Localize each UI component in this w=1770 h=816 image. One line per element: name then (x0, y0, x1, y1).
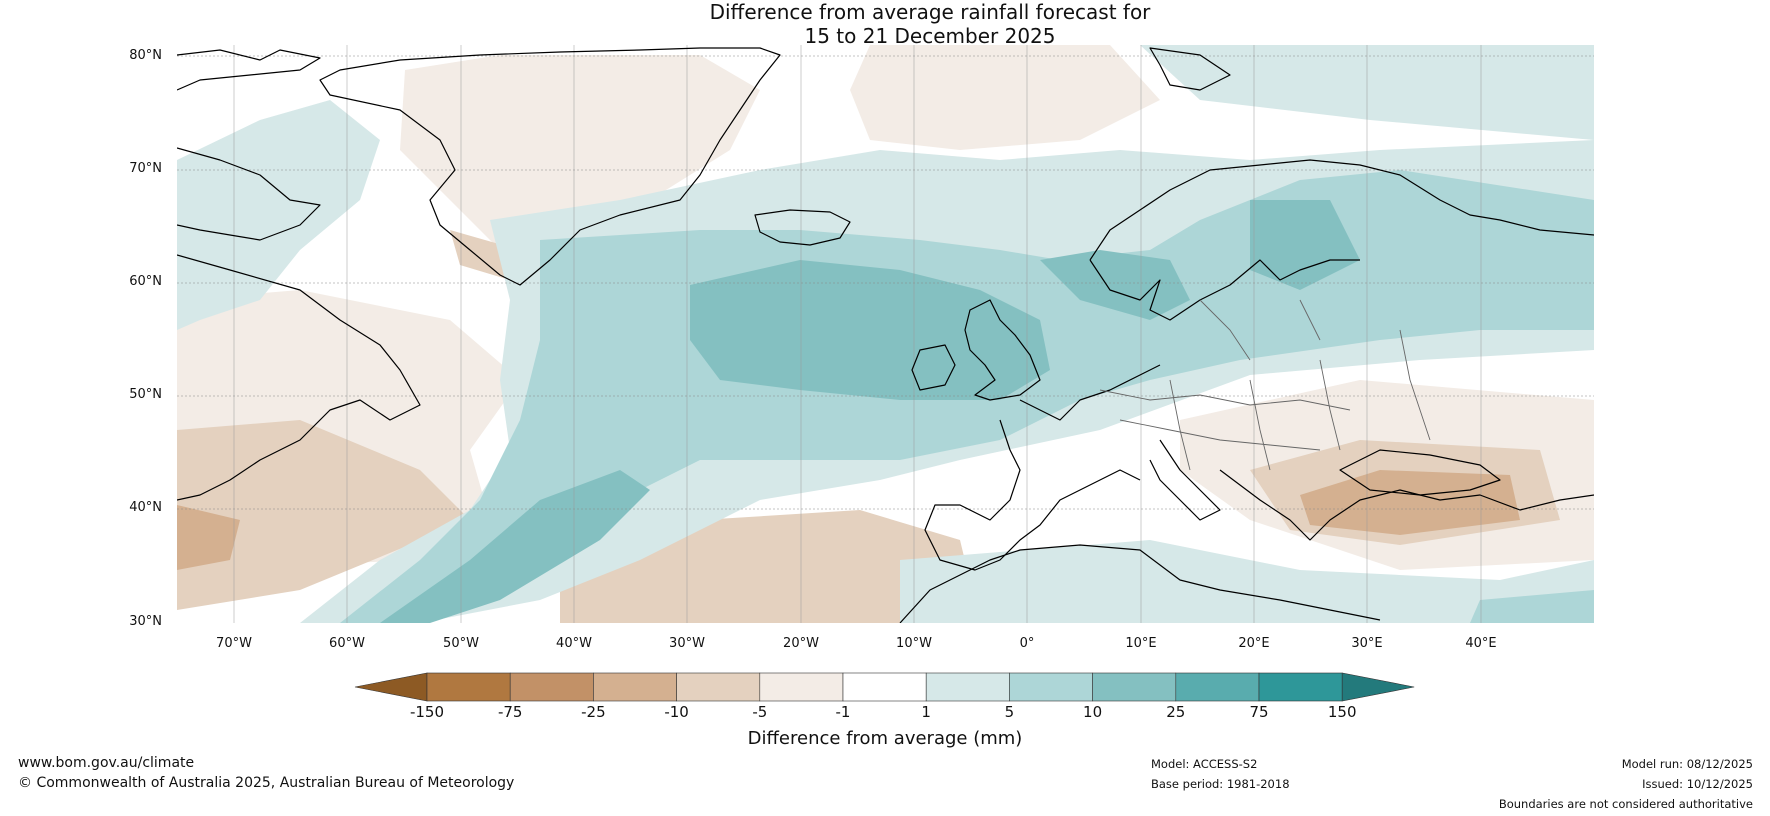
coastline-greenland (319, 47, 781, 286)
map-plot-area (177, 45, 1594, 623)
coastline-great-britain (964, 299, 1041, 401)
colorbar-tick-label: -1 (835, 703, 851, 721)
lon-label-50w: 50°W (443, 636, 479, 651)
dry-region-north-atlantic (850, 45, 1160, 150)
footer-model: Model: ACCESS-S2 (1151, 757, 1258, 771)
wet-region-atlantic-strong (690, 260, 1050, 400)
lon-label-20e: 20°E (1238, 636, 1270, 651)
lat-label-50n: 50°N (129, 387, 162, 402)
colorbar-swatch (509, 672, 594, 702)
lon-label-30e: 30°E (1351, 636, 1383, 651)
country-borders (1099, 299, 1431, 471)
graticule (177, 55, 1594, 510)
borders-central-europe (1099, 299, 1431, 471)
dry-region-sw-atlantic (177, 505, 240, 570)
dry-region-greenland (400, 55, 760, 250)
lon-label-40e: 40°E (1465, 636, 1497, 651)
coastline-italy-balkans (1149, 439, 1594, 541)
coastline-black-sea (1339, 449, 1501, 496)
colorbar-tick-label: 75 (1249, 703, 1269, 721)
colorbar-label: Difference from average (mm) (747, 728, 1023, 749)
lon-label-70w: 70°W (216, 636, 252, 651)
lat-label-70n: 70°N (129, 161, 162, 176)
colorbar-tick-label: -10 (664, 703, 689, 721)
coastline-north-africa (899, 544, 1381, 623)
coastline-western-europe (924, 364, 1161, 571)
colorbar-swatch (842, 672, 927, 702)
lat-label-80n: 80°N (129, 48, 162, 63)
coastline-baffin (177, 147, 321, 241)
lon-label-10e: 10°E (1125, 636, 1157, 651)
lon-label-40w: 40°W (556, 636, 592, 651)
lon-label-60w: 60°W (329, 636, 365, 651)
wet-region-labrador (177, 100, 380, 330)
colorbar-swatch (1175, 672, 1260, 702)
footer-issued: Issued: 10/12/2025 (1642, 777, 1753, 791)
colorbar-tick-label: 1 (921, 703, 931, 721)
colorbar-tick-label: 10 (1083, 703, 1103, 721)
footer-disclaimer: Boundaries are not considered authoritat… (1498, 797, 1753, 811)
wet-region-subtropic-band (380, 470, 650, 623)
lat-label-30n: 30°N (129, 614, 162, 629)
footer-copyright: © Commonwealth of Australia 2025, Austra… (18, 775, 515, 791)
footer-base-period: Base period: 1981-2018 (1151, 777, 1290, 791)
lon-label-0: 0° (1019, 636, 1035, 651)
colorbar-tick-label: -25 (581, 703, 606, 721)
coastline-svalbard (1149, 47, 1231, 91)
title-line-1: Difference from average rainfall forecas… (709, 0, 1151, 24)
colorbar-tick-label: 5 (1004, 703, 1015, 721)
dry-region-turkey-core (1300, 470, 1520, 535)
dry-region-east-coast (177, 420, 470, 610)
colorbar-swatch (1258, 672, 1343, 702)
colorbar-tick-label: 25 (1166, 703, 1186, 721)
colorbar-swatch (676, 672, 761, 702)
wet-region-med-south (900, 540, 1594, 623)
dry-anomaly-regions (177, 45, 1594, 623)
colorbar-arrow-left (354, 672, 428, 702)
footer-model-run: Model run: 08/12/2025 (1621, 757, 1753, 771)
coastline-labrador (177, 254, 421, 501)
colorbar-tick-label: -5 (752, 703, 768, 721)
footer-website: www.bom.gov.au/climate (18, 755, 195, 771)
colorbar-tick-label: 150 (1327, 703, 1357, 721)
wet-region-med-strong (1470, 590, 1594, 623)
meridians (233, 45, 1482, 623)
colorbar-swatch (1009, 672, 1093, 702)
coastline-ireland (911, 344, 956, 391)
lon-label-10w: 10°W (896, 636, 932, 651)
lon-label-20w: 20°W (783, 636, 819, 651)
wet-region-scandinavia-east (1250, 200, 1360, 290)
coastline-iceland (754, 209, 851, 246)
map-title: Difference from average rainfall forecas… (0, 0, 1770, 48)
colorbar-swatch (925, 672, 1010, 702)
lat-label-40n: 40°N (129, 500, 162, 515)
title-line-2: 15 to 21 December 2025 (804, 24, 1056, 48)
coastline-canadian-arctic (177, 49, 321, 91)
colorbar-swatch (759, 672, 844, 702)
colorbar-swatch (426, 672, 511, 702)
lon-label-30w: 30°W (669, 636, 705, 651)
colorbar-tick-label: -75 (497, 703, 523, 721)
colorbar-swatches (354, 672, 1415, 702)
colorbar-arrow-right (1341, 672, 1415, 702)
colorbar-swatch (1092, 672, 1177, 702)
colorbar-tick-label: -150 (409, 703, 445, 721)
lat-label-60n: 60°N (129, 274, 162, 289)
colorbar-swatch (593, 672, 677, 702)
